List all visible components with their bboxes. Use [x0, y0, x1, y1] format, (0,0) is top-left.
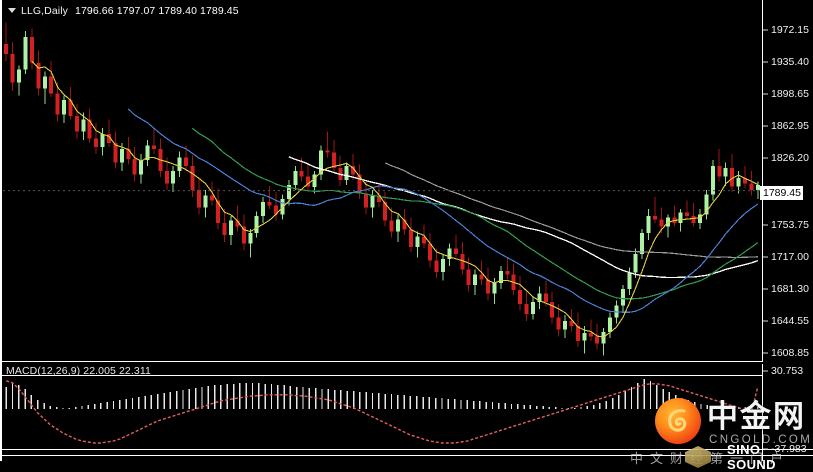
left-border	[0, 0, 2, 461]
y-tick-label: 1608.85	[771, 347, 809, 359]
y-tick-label: 1717.00	[771, 251, 809, 263]
bottom-border-inner	[0, 455, 813, 456]
axis-tick	[763, 93, 768, 95]
y-tick-label: 1644.55	[771, 315, 809, 327]
chart-plot-area	[3, 22, 761, 444]
symbol-label[interactable]: LLG,Daily	[21, 5, 69, 17]
axis-tick	[763, 29, 768, 31]
current-price-label: 1789.45	[760, 186, 803, 200]
axis-tick	[763, 370, 768, 372]
y-tick-label: 1972.15	[771, 24, 809, 36]
y-tick-label: 1753.75	[771, 219, 809, 231]
macd-axis[interactable]: 30.753 -37.983	[763, 361, 813, 461]
macd-axis-line	[762, 364, 763, 461]
axis-tick	[763, 288, 768, 290]
bottom-border	[0, 449, 813, 450]
y-tick-label: 1898.65	[771, 88, 809, 100]
ohlc-values: 1796.66 1797.07 1789.40 1789.45	[75, 5, 239, 17]
axis-tick	[763, 61, 768, 63]
axis-tick	[763, 448, 768, 450]
price-axis[interactable]: 1972.15 1935.40 1898.65 1862.95 1826.20 …	[760, 0, 813, 461]
price-axis-line	[762, 0, 763, 362]
axis-tick	[763, 256, 768, 258]
macd-tick-label: -37.983	[771, 443, 807, 455]
axis-tick	[763, 157, 768, 159]
macd-panel-header: MACD(12,26,9) 22.005 22.311	[6, 365, 151, 377]
axis-tick	[763, 352, 768, 354]
macd-header-underline	[0, 375, 763, 376]
y-tick-label: 1681.30	[771, 283, 809, 295]
y-tick-label: 1826.20	[771, 152, 809, 164]
axis-tick	[763, 125, 768, 127]
panel-divider	[0, 361, 763, 362]
y-tick-label: 1935.40	[771, 56, 809, 68]
axis-tick	[763, 224, 768, 226]
axis-tick	[763, 320, 768, 322]
macd-title[interactable]: MACD(12,26,9) 22.005 22.311	[6, 365, 151, 377]
triangle-down-icon[interactable]	[8, 8, 16, 14]
macd-tick-label: 30.753	[771, 365, 804, 377]
y-tick-label: 1862.95	[771, 120, 809, 132]
price-panel-header: LLG,Daily 1796.66 1797.07 1789.40 1789.45	[8, 5, 239, 17]
